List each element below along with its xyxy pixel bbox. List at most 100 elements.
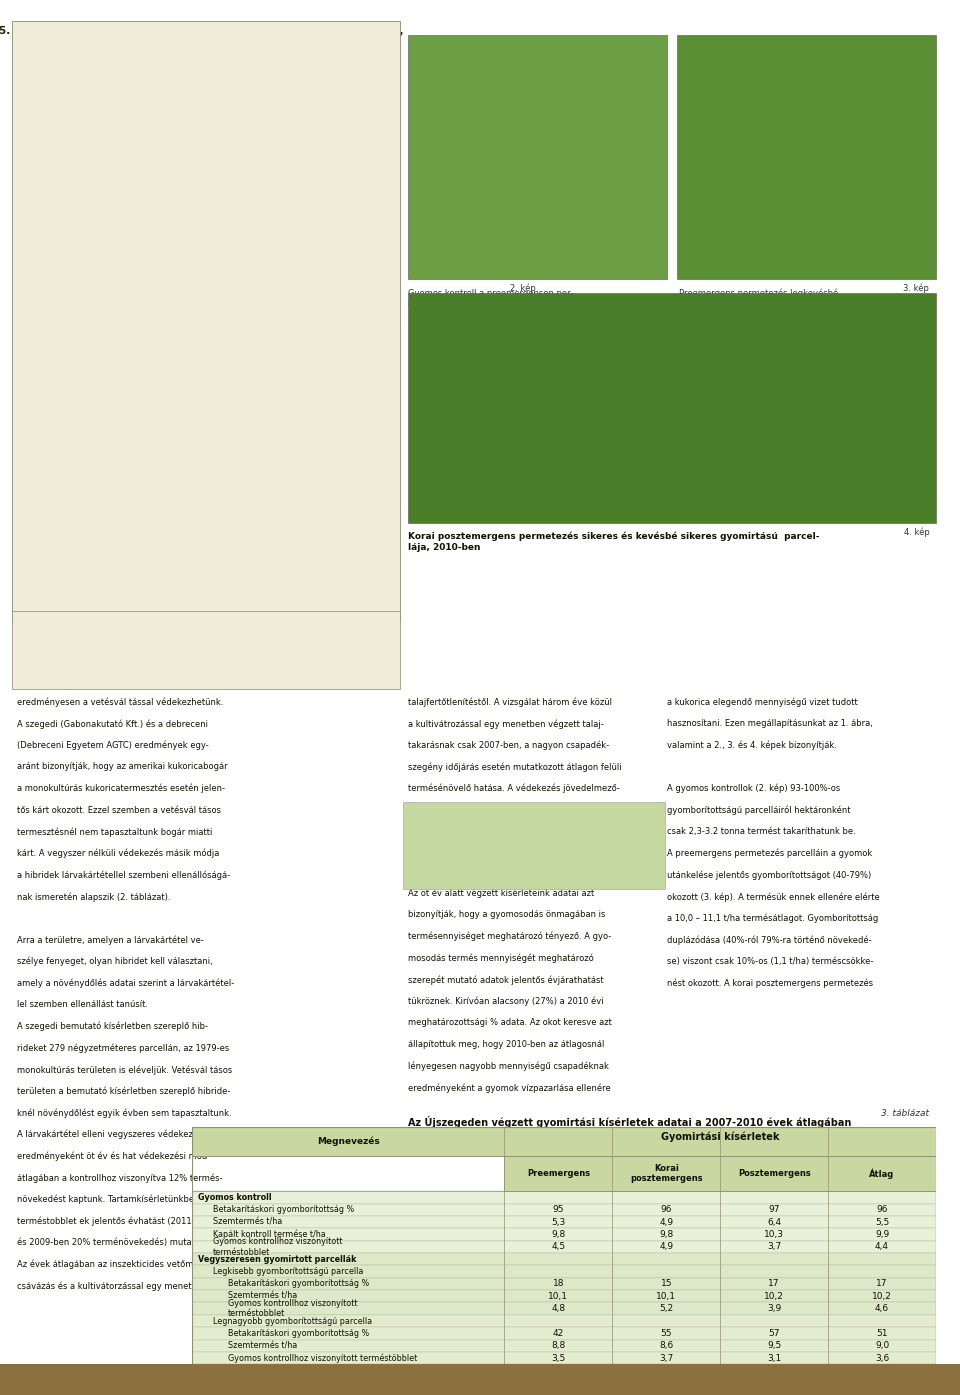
Text: nak ismeretén alapszik (2. táblázat).: nak ismeretén alapszik (2. táblázat). <box>17 893 171 901</box>
Text: 55: 55 <box>660 1329 672 1338</box>
FancyBboxPatch shape <box>192 1315 936 1327</box>
Text: 5. ábra  A talaj NO₃-N tartalma a talajszelvény mélységétől függően,: 5. ábra A talaj NO₃-N tartalma a talajsz… <box>0 25 404 36</box>
Text: 8,6: 8,6 <box>660 1341 673 1350</box>
FancyBboxPatch shape <box>192 1191 936 1204</box>
Text: Búza után: Búza után <box>220 126 290 138</box>
Text: valamint a 2., 3. és 4. képek bizonyítják.: valamint a 2., 3. és 4. képek bizonyítjá… <box>667 741 837 751</box>
FancyBboxPatch shape <box>192 1290 936 1303</box>
FancyBboxPatch shape <box>192 1204 936 1216</box>
Text: N =   0 kg/ha: N = 0 kg/ha <box>86 629 135 635</box>
Text: eredményeként öt év és hat védekezési mód: eredményeként öt év és hat védekezési mó… <box>17 1152 207 1161</box>
Text: 15: 15 <box>660 1279 672 1289</box>
Text: takarásnak csak 2007-ben, a nagyon csapadék-: takarásnak csak 2007-ben, a nagyon csapa… <box>408 741 610 751</box>
Text: A szegedi (Gabonakutató Kft.) és a debreceni: A szegedi (Gabonakutató Kft.) és a debre… <box>17 720 208 728</box>
FancyBboxPatch shape <box>192 1303 936 1315</box>
Text: 3,7: 3,7 <box>660 1353 673 1363</box>
FancyBboxPatch shape <box>192 1278 936 1290</box>
FancyBboxPatch shape <box>505 1155 936 1191</box>
Text: 4,8: 4,8 <box>551 1304 565 1313</box>
Text: szegény időjárás esetén mutatkozott átlagon felüli: szegény időjárás esetén mutatkozott átla… <box>408 762 622 771</box>
Text: 31-40: 31-40 <box>58 113 80 123</box>
Text: 95: 95 <box>553 1205 564 1214</box>
Text: szerepét mutató adatok jelentős évjárathatást: szerepét mutató adatok jelentős évjárath… <box>408 975 604 985</box>
Text: okozott (3. kép). A termésük ennek ellenére elérte: okozott (3. kép). A termésük ennek ellen… <box>667 893 880 901</box>
Text: termésénövelő hatása. A védekezés jövedelmező-: termésénövelő hatása. A védekezés jövede… <box>408 784 620 794</box>
Text: Gyomirtási kísérletek: Gyomirtási kísérletek <box>661 1131 780 1143</box>
Text: rideket 279 négyzetméteres parcellán, az 1979-es: rideket 279 négyzetméteres parcellán, az… <box>17 1043 229 1053</box>
Text: 3,6: 3,6 <box>875 1353 889 1363</box>
Text: monokultúrás területen is eléveljük. Vetésvál tásos: monokultúrás területen is eléveljük. Vet… <box>17 1066 232 1074</box>
Text: 17: 17 <box>876 1279 888 1289</box>
Text: termésennyiséget meghatározó tényező. A gyo-: termésennyiséget meghatározó tényező. A … <box>408 932 612 942</box>
Text: talajfertőtlenítéstől. A vizsgálat három éve közül: talajfertőtlenítéstől. A vizsgálat három… <box>408 698 612 707</box>
Text: N = 280 kg/ha: N = 280 kg/ha <box>86 668 140 674</box>
Text: területen a bemutató kísérletben szereplő hibride-: területen a bemutató kísérletben szerepl… <box>17 1087 230 1096</box>
Text: 9,5: 9,5 <box>767 1341 781 1350</box>
Text: meghatározottsági % adata. Az okot keresve azt: meghatározottsági % adata. Az okot keres… <box>408 1018 612 1027</box>
Text: tős kárt okozott. Ezzel szemben a vetésvál tásos: tős kárt okozott. Ezzel szemben a vetésv… <box>17 806 221 815</box>
Text: Gyomirtás: Gyomirtás <box>499 838 570 852</box>
Text: 101-120: 101-120 <box>48 232 80 240</box>
Text: 3,5: 3,5 <box>551 1353 565 1363</box>
Text: 21-30: 21-30 <box>58 98 80 106</box>
Text: állapítottuk meg, hogy 2010-ben az átlagosnál: állapítottuk meg, hogy 2010-ben az átlag… <box>408 1041 605 1049</box>
Text: 4,5: 4,5 <box>551 1243 565 1251</box>
Text: lényegesen nagyobb mennyiségű csapadéknak: lényegesen nagyobb mennyiségű csapadékna… <box>408 1062 609 1071</box>
Text: 42: 42 <box>553 1329 564 1338</box>
Text: NO3-N tartalom mg/kg: NO3-N tartalom mg/kg <box>303 374 390 384</box>
Text: forintra becsülhető.: forintra becsülhető. <box>408 848 491 858</box>
Text: 10,1: 10,1 <box>657 1292 676 1300</box>
Text: Betakarításkori gyomborítottság %: Betakarításkori gyomborítottság % <box>213 1205 354 1214</box>
Text: 7: 7 <box>926 1373 936 1387</box>
Text: a kultivátrozással egy menetben végzett talaj-: a kultivátrozással egy menetben végzett … <box>408 720 604 728</box>
Text: 10,3: 10,3 <box>764 1230 784 1239</box>
Text: 161-180: 161-180 <box>48 325 80 333</box>
Text: A lárvakártétel elleni vegyszeres védekezés: A lárvakártétel elleni vegyszeres védeke… <box>17 1130 203 1140</box>
Text: a kukorica elegendő mennyiségű vizet tudott: a kukorica elegendő mennyiségű vizet tud… <box>667 698 858 707</box>
Text: Korai posztemergens permetezés sikeres és kevésbé sikeres gyomirtású  parcel-
lá: Korai posztemergens permetezés sikeres é… <box>408 531 820 552</box>
Text: 11-20: 11-20 <box>58 400 80 409</box>
Text: Szemtermés t/ha: Szemtermés t/ha <box>228 1341 297 1350</box>
Text: A szegedi bemutató kísérletben szereplő hib-: A szegedi bemutató kísérletben szereplő … <box>17 1021 208 1031</box>
Text: 121-140: 121-140 <box>48 504 80 513</box>
Text: 21-30: 21-30 <box>58 409 80 417</box>
Text: 4,9: 4,9 <box>660 1243 673 1251</box>
Text: 0-10: 0-10 <box>62 391 80 399</box>
Text: Az öt év alatt végzett kísérleteink adatai azt: Az öt év alatt végzett kísérleteink adat… <box>408 889 594 898</box>
Text: duplázódása (40%-ról 79%-ra történő növekedé-: duplázódása (40%-ról 79%-ra történő növe… <box>667 935 872 944</box>
Text: Betakarításkori gyomborítottság %: Betakarításkori gyomborítottság % <box>228 1329 369 1338</box>
Text: Megnevezés: Megnevezés <box>317 1137 379 1147</box>
Text: NO3-N tartalom mg/kg: NO3-N tartalom mg/kg <box>303 42 390 50</box>
Text: Gyomos kontrollhoz viszonyított
terméstobblet: Gyomos kontrollhoz viszonyított termésto… <box>213 1237 343 1257</box>
Text: gyomborítottságú parcelláiról hektáronként: gyomborítottságú parcelláiról hektáronké… <box>667 806 851 815</box>
Text: 0-10: 0-10 <box>62 66 80 75</box>
Text: Átlag: Átlag <box>870 1168 895 1179</box>
Text: K₂O = 150 kg/ha: K₂O = 150 kg/ha <box>322 649 383 654</box>
Text: 31-40: 31-40 <box>58 418 80 427</box>
FancyBboxPatch shape <box>192 1352 936 1364</box>
Text: átlagában a kontrollhoz viszonyítva 12% termés-: átlagában a kontrollhoz viszonyítva 12% … <box>17 1173 223 1183</box>
Text: 96: 96 <box>876 1205 888 1214</box>
FancyBboxPatch shape <box>192 1339 936 1352</box>
Text: Posztemergens: Posztemergens <box>738 1169 810 1177</box>
Text: 10,1: 10,1 <box>548 1292 568 1300</box>
Text: K₂O =   0 kg/ha: K₂O = 0 kg/ha <box>322 629 378 635</box>
Text: 181-200: 181-200 <box>48 357 80 365</box>
Text: búza és kukorica termesztését követően (Újszeged, 2010.): búza és kukorica termesztését követően (… <box>29 36 374 49</box>
Text: 5,2: 5,2 <box>660 1304 673 1313</box>
Text: N = 140 kg/ha: N = 140 kg/ha <box>86 649 140 654</box>
Text: 41-50: 41-50 <box>58 128 80 138</box>
Text: 3,9: 3,9 <box>767 1304 781 1313</box>
Text: 4,9: 4,9 <box>660 1218 673 1226</box>
Text: 81-100: 81-100 <box>53 199 80 208</box>
Text: se) viszont csak 10%-os (1,1 t/ha) terméscsökke-: se) viszont csak 10%-os (1,1 t/ha) termé… <box>667 957 874 965</box>
Text: 41-50: 41-50 <box>58 427 80 435</box>
Text: Legnagyobb gyomborítottságú parcella: Legnagyobb gyomborítottságú parcella <box>213 1317 372 1325</box>
Text: nést okozott. A korai posztemergens permetezés: nést okozott. A korai posztemergens perm… <box>667 979 874 988</box>
Text: 61-80: 61-80 <box>58 449 80 459</box>
Text: és 2009-ben 20% terménövekedés) mutatnak.: és 2009-ben 20% terménövekedés) mutatnak… <box>17 1239 213 1247</box>
Text: csak 2,3-3.2 tonna termést takaríthatunk be.: csak 2,3-3.2 tonna termést takaríthatunk… <box>667 827 856 836</box>
Text: Jelölés:: Jelölés: <box>17 619 47 629</box>
FancyBboxPatch shape <box>192 1327 936 1339</box>
Text: is a hektárenkénti védekezési költség 15-20 ezer: is a hektárenkénti védekezési költség 15… <box>408 827 614 837</box>
